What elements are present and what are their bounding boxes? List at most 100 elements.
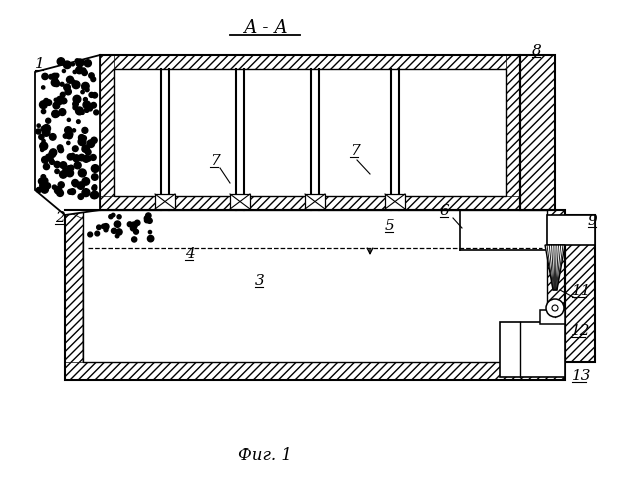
Polygon shape xyxy=(100,196,520,210)
Circle shape xyxy=(78,134,85,140)
Circle shape xyxy=(147,236,154,242)
Text: 4: 4 xyxy=(185,247,195,261)
Polygon shape xyxy=(65,210,83,380)
Circle shape xyxy=(67,118,70,122)
Circle shape xyxy=(49,158,54,162)
Circle shape xyxy=(56,98,63,104)
Circle shape xyxy=(87,140,94,147)
Circle shape xyxy=(53,102,60,109)
Circle shape xyxy=(68,190,73,194)
Circle shape xyxy=(73,182,78,187)
Bar xyxy=(65,210,565,380)
Circle shape xyxy=(78,70,82,73)
Circle shape xyxy=(48,74,54,79)
Circle shape xyxy=(83,101,91,108)
Circle shape xyxy=(104,228,108,232)
Circle shape xyxy=(81,136,86,140)
Circle shape xyxy=(63,70,66,72)
Circle shape xyxy=(43,164,50,170)
Text: 11: 11 xyxy=(572,284,591,298)
Circle shape xyxy=(71,180,78,186)
Circle shape xyxy=(85,149,91,155)
Circle shape xyxy=(63,61,71,68)
Bar xyxy=(114,69,506,196)
Circle shape xyxy=(95,231,100,236)
Circle shape xyxy=(135,220,140,226)
Circle shape xyxy=(49,150,56,158)
Circle shape xyxy=(81,90,84,94)
Circle shape xyxy=(81,60,84,64)
Circle shape xyxy=(63,134,68,138)
Bar xyxy=(230,194,250,209)
Circle shape xyxy=(41,148,44,152)
Circle shape xyxy=(133,230,138,234)
Circle shape xyxy=(38,178,45,184)
Circle shape xyxy=(115,234,119,238)
Circle shape xyxy=(57,58,64,66)
Text: Фиг. 1: Фиг. 1 xyxy=(238,446,292,464)
Circle shape xyxy=(78,169,86,177)
Circle shape xyxy=(91,154,96,160)
Circle shape xyxy=(82,82,89,90)
Circle shape xyxy=(92,174,98,180)
Circle shape xyxy=(85,88,89,92)
Circle shape xyxy=(64,84,70,90)
Circle shape xyxy=(57,190,63,196)
Circle shape xyxy=(149,230,152,234)
Bar xyxy=(100,55,520,210)
Bar xyxy=(305,194,325,209)
Circle shape xyxy=(63,168,67,172)
Circle shape xyxy=(78,154,85,161)
Circle shape xyxy=(41,86,45,89)
Circle shape xyxy=(112,214,115,216)
Circle shape xyxy=(73,148,76,150)
Circle shape xyxy=(64,126,71,134)
Polygon shape xyxy=(65,210,100,219)
Circle shape xyxy=(55,74,59,78)
Circle shape xyxy=(60,162,67,168)
Circle shape xyxy=(82,188,90,196)
Circle shape xyxy=(75,107,84,115)
Circle shape xyxy=(144,216,149,221)
Circle shape xyxy=(73,146,78,152)
Circle shape xyxy=(43,124,50,132)
Circle shape xyxy=(68,165,74,170)
Circle shape xyxy=(66,76,73,83)
Circle shape xyxy=(72,81,80,88)
Circle shape xyxy=(54,81,59,86)
Polygon shape xyxy=(100,55,114,210)
Circle shape xyxy=(91,164,99,172)
Circle shape xyxy=(71,80,75,84)
Circle shape xyxy=(552,305,558,311)
Circle shape xyxy=(36,188,41,192)
Circle shape xyxy=(88,105,93,110)
Polygon shape xyxy=(100,55,520,69)
Circle shape xyxy=(61,92,65,97)
Circle shape xyxy=(78,138,86,145)
Circle shape xyxy=(82,128,88,134)
Circle shape xyxy=(40,142,48,150)
Circle shape xyxy=(76,66,83,73)
Circle shape xyxy=(67,166,71,170)
Circle shape xyxy=(81,111,84,114)
Circle shape xyxy=(40,101,47,108)
Circle shape xyxy=(73,70,77,74)
Circle shape xyxy=(37,124,40,128)
Text: 1: 1 xyxy=(35,57,45,71)
Circle shape xyxy=(67,142,70,144)
Bar xyxy=(547,215,595,245)
Circle shape xyxy=(51,150,56,155)
Circle shape xyxy=(88,232,93,237)
Circle shape xyxy=(41,184,47,189)
Circle shape xyxy=(89,92,94,98)
Circle shape xyxy=(91,192,98,198)
Circle shape xyxy=(85,108,88,112)
Circle shape xyxy=(70,188,75,194)
Circle shape xyxy=(45,183,50,189)
Polygon shape xyxy=(220,245,542,362)
Circle shape xyxy=(89,108,92,111)
Circle shape xyxy=(75,59,79,62)
Circle shape xyxy=(55,169,59,173)
Circle shape xyxy=(46,154,51,159)
Circle shape xyxy=(66,170,73,177)
